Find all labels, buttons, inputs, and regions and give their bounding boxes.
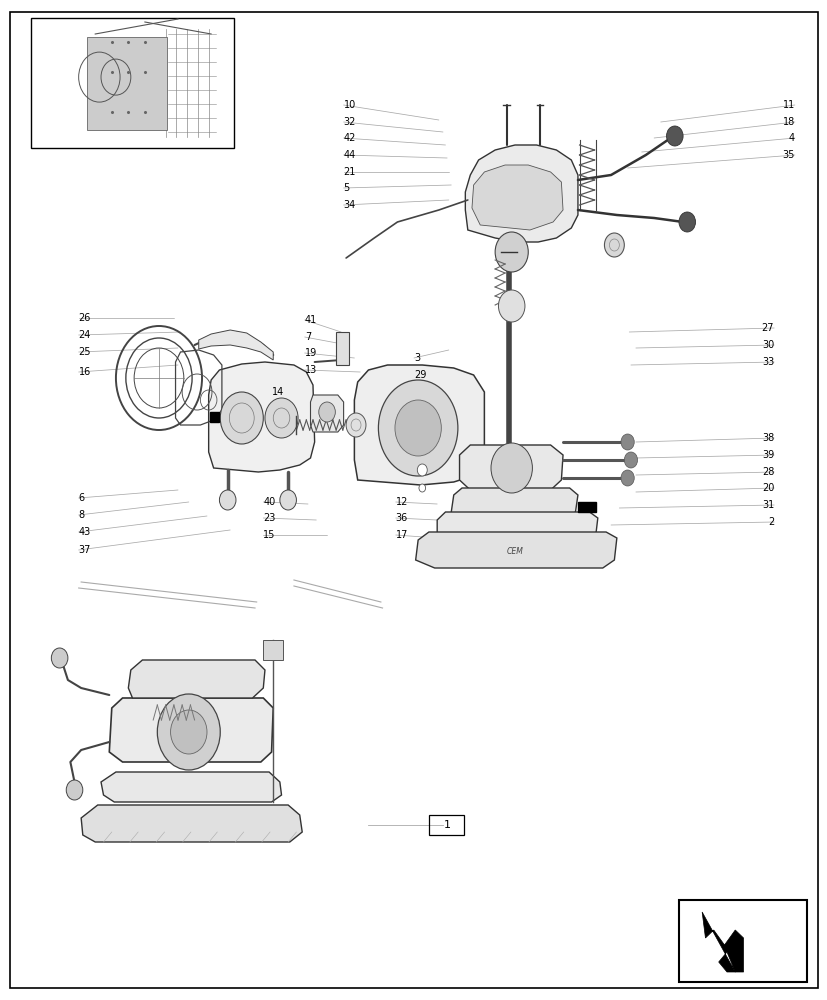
Text: 15: 15 [263,530,275,540]
Text: 1: 1 [443,820,450,830]
Text: 44: 44 [343,150,356,160]
Text: 18: 18 [782,117,794,127]
Text: 38: 38 [761,433,773,443]
Circle shape [51,648,68,668]
Text: 31: 31 [761,500,773,510]
Polygon shape [128,660,265,698]
Bar [87,37,166,130]
Circle shape [418,484,425,492]
Circle shape [394,400,441,456]
Text: 24: 24 [79,330,91,340]
Polygon shape [263,640,283,660]
Text: 9: 9 [414,387,419,397]
Circle shape [219,490,236,510]
Text: 26: 26 [79,313,91,323]
Polygon shape [577,502,595,512]
Polygon shape [210,412,219,422]
Text: 21: 21 [343,167,356,177]
Circle shape [318,402,335,422]
Polygon shape [471,165,562,230]
Polygon shape [437,512,597,540]
Bar [31,18,234,148]
Circle shape [378,380,457,476]
Circle shape [490,443,532,493]
Polygon shape [101,772,281,802]
Polygon shape [81,805,302,842]
Text: 7: 7 [304,332,311,342]
Text: 32: 32 [343,117,356,127]
Text: 20: 20 [761,483,773,493]
Circle shape [620,434,633,450]
Circle shape [265,398,298,438]
Text: 28: 28 [761,467,773,477]
Circle shape [498,290,524,322]
Text: 30: 30 [761,340,773,350]
Circle shape [280,490,296,510]
Text: 39: 39 [761,450,773,460]
Text: 36: 36 [395,513,408,523]
Polygon shape [465,145,577,242]
Text: 25: 25 [79,347,91,357]
Text: 34: 34 [343,200,356,210]
Text: 40: 40 [263,497,275,507]
Bar [428,815,463,835]
Text: 33: 33 [761,357,773,367]
Circle shape [495,232,528,272]
Circle shape [170,710,207,754]
Text: 42: 42 [343,133,356,143]
Polygon shape [415,532,616,568]
Circle shape [220,392,263,444]
Circle shape [624,452,637,468]
Text: 13: 13 [304,365,317,375]
Circle shape [346,413,366,437]
Polygon shape [354,365,484,485]
Text: 37: 37 [79,545,91,555]
Text: 27: 27 [761,323,773,333]
Circle shape [417,464,427,476]
Polygon shape [701,912,743,972]
Text: 43: 43 [79,527,91,537]
Text: 5: 5 [343,183,350,193]
Text: 17: 17 [395,530,408,540]
Text: 16: 16 [79,367,91,377]
Text: CEM: CEM [506,548,523,556]
Polygon shape [198,330,273,360]
Circle shape [157,694,220,770]
Text: 12: 12 [395,497,408,507]
Text: 19: 19 [304,348,317,358]
Text: 11: 11 [782,100,794,110]
Text: 35: 35 [782,150,794,160]
Circle shape [604,233,624,257]
Circle shape [666,126,682,146]
Text: 8: 8 [79,510,84,520]
Text: 6: 6 [79,493,84,503]
Text: 4: 4 [788,133,794,143]
Bar [678,900,806,982]
Polygon shape [336,332,349,365]
Polygon shape [208,362,314,472]
Circle shape [678,212,695,232]
Text: 14: 14 [271,387,284,397]
Circle shape [66,780,83,800]
Polygon shape [310,395,343,432]
Text: 10: 10 [343,100,356,110]
Text: 2: 2 [767,517,773,527]
Text: 3: 3 [414,353,419,363]
Polygon shape [109,698,273,762]
Polygon shape [459,445,562,490]
Circle shape [620,470,633,486]
Text: 29: 29 [414,370,426,380]
Text: 23: 23 [263,513,275,523]
Text: 41: 41 [304,315,317,325]
Polygon shape [451,488,577,520]
